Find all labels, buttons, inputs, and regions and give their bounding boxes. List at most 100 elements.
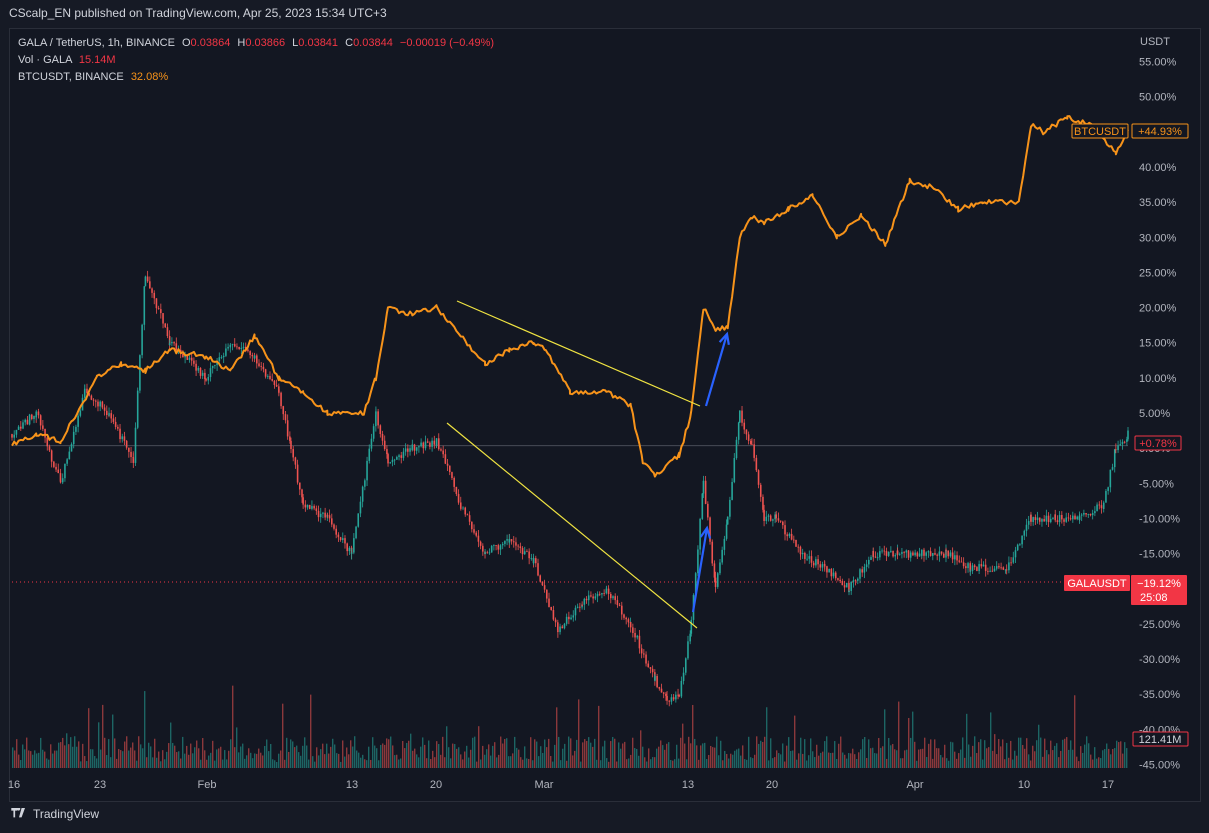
volume-bar	[532, 760, 534, 768]
gala-candle	[654, 676, 656, 681]
chart-panel[interactable]	[9, 28, 1201, 802]
volume-bar	[188, 754, 190, 768]
gala-candle	[554, 619, 557, 623]
volume-bar	[150, 746, 152, 768]
gala-candle	[59, 473, 62, 482]
volume-bar	[500, 736, 502, 768]
volume-bar	[866, 758, 868, 768]
gala-candle	[668, 700, 671, 702]
gala-candle	[739, 410, 741, 423]
legend-compare-label[interactable]: BTCUSDT, BINANCE	[18, 71, 124, 83]
gala-candle	[612, 596, 614, 599]
gala-candle	[656, 676, 658, 688]
volume-bar	[1068, 749, 1070, 768]
volume-bar	[576, 739, 578, 768]
volume-bar	[628, 758, 630, 768]
gala-candle	[296, 464, 299, 483]
volume-bar	[936, 748, 938, 768]
gala-candle	[672, 697, 675, 700]
volume-bar	[1112, 749, 1114, 768]
gala-candle	[548, 598, 550, 607]
volume-bar	[106, 755, 108, 768]
legend-close-label: C	[345, 37, 354, 49]
price-axis-tick: 35.00%	[1139, 197, 1177, 209]
price-axis-tick: 50.00%	[1139, 92, 1177, 104]
gala-candle	[1054, 514, 1057, 521]
gala-candle	[1056, 520, 1059, 523]
volume-bar	[592, 746, 594, 768]
btc-trendline	[456, 300, 701, 407]
gala-candle	[894, 555, 897, 557]
volume-bar	[1066, 737, 1068, 768]
volume-bar	[788, 737, 790, 768]
gala-candle	[391, 459, 394, 463]
volume-bar	[408, 740, 410, 768]
legend-volume-label[interactable]: Vol · GALA	[18, 54, 72, 66]
volume-bar	[728, 758, 730, 768]
volume-bar	[186, 745, 188, 768]
legend-high-label: H	[237, 37, 246, 49]
volume-bar	[170, 722, 172, 768]
volume-bar	[874, 753, 876, 768]
volume-bar	[466, 745, 468, 768]
volume-bar	[886, 758, 888, 768]
gala-candle	[1102, 502, 1105, 509]
gala-candle	[269, 375, 271, 379]
volume-bar	[1028, 754, 1030, 768]
volume-bar	[260, 752, 262, 768]
volume-bar	[166, 751, 168, 768]
volume-bar	[138, 736, 140, 768]
volume-bar	[156, 757, 158, 768]
gala-candle	[110, 413, 113, 419]
volume-bar	[190, 743, 192, 768]
volume-bar	[972, 745, 974, 768]
volume-bar	[1022, 745, 1024, 768]
gala-candle	[1072, 515, 1074, 520]
gala-candle	[361, 486, 364, 502]
legend-symbol[interactable]: GALA / TetherUS, 1h, BINANCE	[18, 37, 175, 49]
gala-candle	[1058, 514, 1061, 523]
gala-candle	[328, 515, 331, 519]
footer-brand[interactable]: TradingView	[33, 807, 100, 821]
gala-candle	[479, 541, 482, 546]
gala-candle	[88, 393, 90, 396]
gala-candle	[218, 357, 221, 362]
volume-bar	[562, 748, 564, 768]
volume-bar	[350, 740, 352, 768]
gala-candle	[1041, 519, 1043, 522]
volume-bar	[1018, 737, 1020, 768]
gala-candle	[289, 436, 291, 441]
volume-bar	[610, 741, 612, 768]
volume-bar	[922, 748, 924, 768]
gala-candle	[433, 440, 436, 445]
gala-candle	[284, 414, 287, 421]
gala-candle	[1061, 514, 1063, 520]
price-axis-tick: -45.00%	[1139, 760, 1180, 772]
gala-candle	[590, 595, 592, 597]
gala-candle	[614, 596, 616, 601]
volume-bar	[740, 755, 742, 768]
gala-candle	[945, 549, 947, 551]
volume-bar	[838, 743, 840, 768]
gala-candle	[1065, 517, 1068, 522]
gala-candle	[1032, 517, 1034, 523]
legend-low-label: L	[292, 37, 299, 49]
volume-bar	[384, 744, 386, 768]
gala-candle	[13, 434, 15, 438]
volume-bar	[622, 743, 624, 768]
gala-candle	[850, 581, 852, 591]
volume-bar	[528, 758, 530, 768]
volume-bar	[624, 741, 626, 768]
volume-bar	[670, 760, 672, 768]
gala-candle	[457, 493, 460, 503]
gala-candle	[665, 693, 667, 696]
volume-bar	[50, 744, 52, 768]
volume-bar	[318, 755, 320, 768]
gala-candle	[925, 552, 927, 556]
volume-bar	[1008, 757, 1010, 768]
volume-bar	[296, 745, 298, 768]
gala-candle	[704, 480, 707, 504]
gala-candle	[995, 566, 998, 569]
volume-bar	[814, 757, 816, 768]
